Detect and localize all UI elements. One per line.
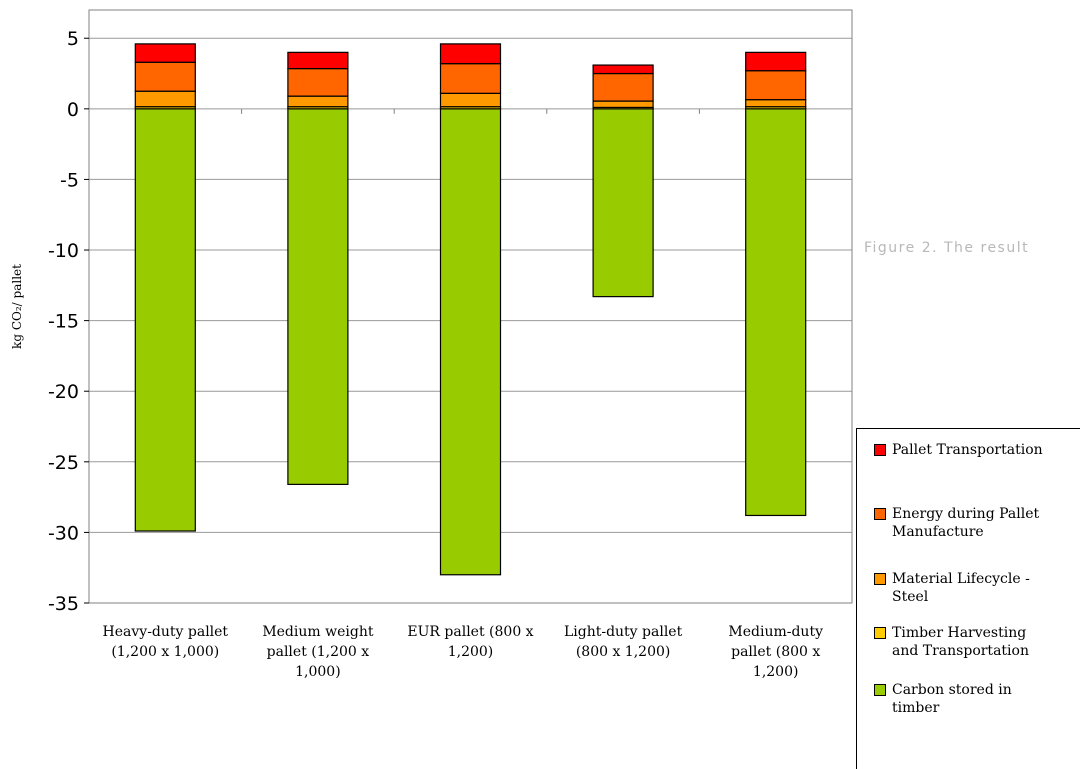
- bar-segment: [439, 43, 502, 65]
- x-category-label: Light-duty pallet (800 x 1,200): [564, 624, 683, 660]
- x-category-label: EUR pallet (800 x 1,200): [407, 624, 533, 660]
- chart: 5 0 -5 -10 -15 -20 -25 -30 -35 kg CO₂/ pallet Heav…: [10, 9, 853, 680]
- bar-segment: [287, 51, 349, 70]
- bar-segment: [134, 61, 196, 92]
- bar-segment: [745, 99, 807, 108]
- legend-swatch: [874, 573, 886, 585]
- y-axis-label: kg CO₂/ pallet: [10, 264, 24, 349]
- bar-segment: [439, 63, 502, 94]
- legend-label: Energy during Pallet Manufacture: [892, 506, 1040, 540]
- legend-item: Pallet Transportation: [874, 441, 1062, 459]
- bar-segment: [134, 90, 196, 108]
- bar-segment: [745, 70, 807, 101]
- x-category-label: Medium-duty pallet (800 x 1,200): [728, 624, 823, 680]
- bar-segment: [287, 95, 349, 108]
- legend-swatch: [874, 508, 886, 520]
- bar-segment: [592, 108, 654, 298]
- legend-item: Timber Harvesting and Transportation: [874, 624, 1062, 660]
- plot-area: [88, 9, 853, 604]
- bar-segment: [134, 43, 196, 63]
- bar-segment: [745, 51, 807, 72]
- bar-segment: [287, 67, 349, 97]
- y-tick-label: 5: [67, 28, 79, 50]
- y-tick-label: -25: [48, 452, 79, 474]
- y-tick-label: -15: [48, 311, 79, 333]
- bar-segment: [592, 100, 654, 109]
- bar-segment: [439, 92, 502, 108]
- legend-swatch: [874, 684, 886, 696]
- legend-label: Carbon stored in timber: [892, 682, 1012, 716]
- y-tick-label: -10: [48, 240, 79, 262]
- bar-segment: [745, 108, 807, 517]
- legend-label: Timber Harvesting and Transportation: [892, 625, 1029, 659]
- legend-label: Pallet Transportation: [892, 442, 1043, 458]
- y-tick-label: -20: [48, 381, 79, 403]
- legend-item: Energy during Pallet Manufacture: [874, 505, 1062, 541]
- bar-segment: [592, 64, 654, 75]
- x-category-label: Heavy-duty pallet (1,200 x 1,000): [103, 624, 229, 660]
- y-tick-label: -30: [48, 522, 79, 544]
- legend-swatch: [874, 627, 886, 639]
- figure-caption: Figure 2. The result: [864, 240, 1030, 256]
- bar-segment: [592, 72, 654, 102]
- x-category-label: Medium weight pallet (1,200 x 1,000): [262, 624, 374, 680]
- legend-label: Material Lifecycle - Steel: [892, 571, 1030, 605]
- legend-swatch: [874, 444, 886, 456]
- y-tick-label: 0: [67, 99, 79, 121]
- chart-legend: Pallet Transportation Energy during Palle…: [856, 428, 1080, 769]
- bar-segment: [134, 108, 196, 532]
- legend-item: Carbon stored in timber: [874, 681, 1062, 717]
- y-tick-label: -35: [48, 593, 79, 615]
- bar-segment: [287, 108, 349, 486]
- y-tick-label: -5: [60, 169, 79, 191]
- legend-item: Material Lifecycle - Steel: [874, 570, 1062, 606]
- bar-segment: [439, 108, 502, 576]
